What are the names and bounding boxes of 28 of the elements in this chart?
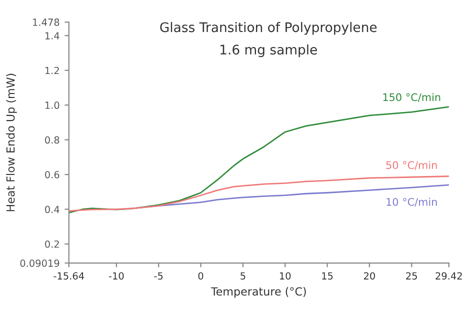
y-tick-label: 0.09019 — [20, 260, 60, 267]
y-tick-label: 0.8 — [45, 136, 60, 144]
x-tick-label: -10 — [108, 272, 124, 280]
x-tick-label: 15 — [322, 272, 333, 280]
y-tick-label: 1.478 — [33, 18, 60, 26]
y-tick-label: 0.6 — [45, 171, 60, 178]
y-tick-label: 1.4 — [45, 32, 60, 40]
chart-title: Glass Transition of Polypropylene — [160, 22, 377, 35]
y-tick-label: 0.4 — [45, 206, 60, 214]
x-axis-title: Temperature (°C) — [210, 287, 306, 298]
y-tick-label: 1.2 — [45, 66, 59, 74]
text: 1.6 mg sample — [220, 44, 317, 58]
line-series — [68, 106, 449, 214]
x-tick-label: -15.64 — [54, 272, 84, 280]
x-tick-label: 29.42 — [436, 272, 462, 280]
x-tick-label: 10 — [280, 272, 291, 280]
y-tick-label: 0.2 — [45, 240, 59, 248]
series-label: 10 °C/min — [386, 198, 437, 207]
series-label: 150 °C/min — [383, 93, 440, 102]
x-tick-label: 0 — [198, 272, 204, 280]
y-axis-title: Heat Flow Endo Up (mW) — [6, 74, 17, 212]
x-tick-label: 5 — [240, 272, 246, 280]
series-label: 50 °C/min — [386, 160, 437, 170]
x-tick-label: 20 — [364, 272, 375, 280]
x-tick-label: 25 — [406, 272, 417, 280]
line-series — [68, 176, 449, 212]
y-tick-label: 1.0 — [45, 102, 60, 109]
x-tick-label: -5 — [154, 272, 163, 280]
